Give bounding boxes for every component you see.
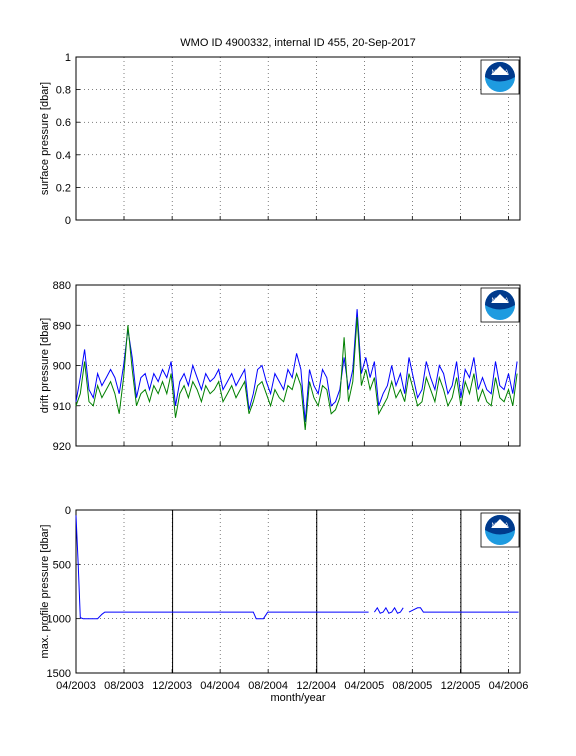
y-axis-label: max. profile pressure [dbar] [39, 525, 51, 659]
y-tick-label: 500 [53, 559, 71, 571]
series-line-0 [75, 515, 519, 620]
y-tick-label: 910 [53, 401, 71, 413]
logo-text: NOAA [491, 523, 508, 529]
plot-area [75, 509, 521, 674]
x-tick-label: 08/2005 [392, 680, 432, 692]
y-tick-label: 0.6 [56, 117, 71, 129]
x-tick-label: 12/2003 [152, 680, 192, 692]
logo-bird [491, 294, 509, 303]
y-tick-label: 0 [65, 215, 71, 227]
series-line-0 [75, 309, 518, 422]
x-tick-label: 04/2006 [489, 680, 529, 692]
x-tick-label: 04/2003 [56, 680, 96, 692]
y-tick-label: 1 [65, 52, 71, 64]
y-tick-label: 0.2 [56, 182, 71, 194]
series-line-1 [75, 317, 518, 430]
chart-title: WMO ID 4900332, internal ID 455, 20-Sep-… [180, 37, 415, 49]
panel-surface-pressure: 0 0.2 0.4 0.6 0.8 1 surface pressure [dbar] NOA… [39, 52, 521, 227]
logo-bird [491, 66, 509, 75]
x-tick-label: 04/2005 [344, 680, 384, 692]
x-tick-label: 04/2004 [200, 680, 240, 692]
y-tick-label: 900 [53, 361, 71, 373]
y-axis-label: surface pressure [dbar] [39, 82, 51, 195]
y-tick-label: 0.4 [56, 150, 71, 162]
x-tick-label: 12/2005 [441, 680, 481, 692]
panel-max-profile-pressure: 04/2003 08/2003 12/2003 04/2004 08/2004 12/20… [39, 505, 528, 692]
logo-text: NOAA [491, 298, 508, 304]
logo-text: NOAA [491, 70, 508, 76]
y-tick-label: 890 [53, 320, 71, 332]
y-tick-label: 1500 [47, 668, 71, 680]
x-axis-label: month/year [270, 692, 325, 704]
y-tick-label: 0 [65, 505, 71, 517]
x-tick-label: 08/2003 [104, 680, 144, 692]
noaa-logo-icon: NOAA [480, 287, 520, 323]
y-tick-label: 0.8 [56, 85, 71, 97]
x-tick-label: 12/2004 [296, 680, 336, 692]
y-tick-label: 1000 [47, 614, 71, 626]
noaa-logo-icon: NOAA [480, 512, 520, 548]
plot-area [75, 284, 521, 447]
logo-bird [491, 519, 509, 528]
y-tick-label: 880 [53, 280, 71, 292]
y-tick-label: 920 [53, 441, 71, 453]
plot-area [75, 56, 521, 221]
panel-drift-pressure: 880 890 900 910 920 drift pressure [dbar] NOAA [39, 280, 521, 453]
noaa-logo-icon: NOAA [480, 59, 520, 95]
x-tick-label: 08/2004 [248, 680, 288, 692]
y-axis-label: drift pressure [dbar] [39, 318, 51, 413]
